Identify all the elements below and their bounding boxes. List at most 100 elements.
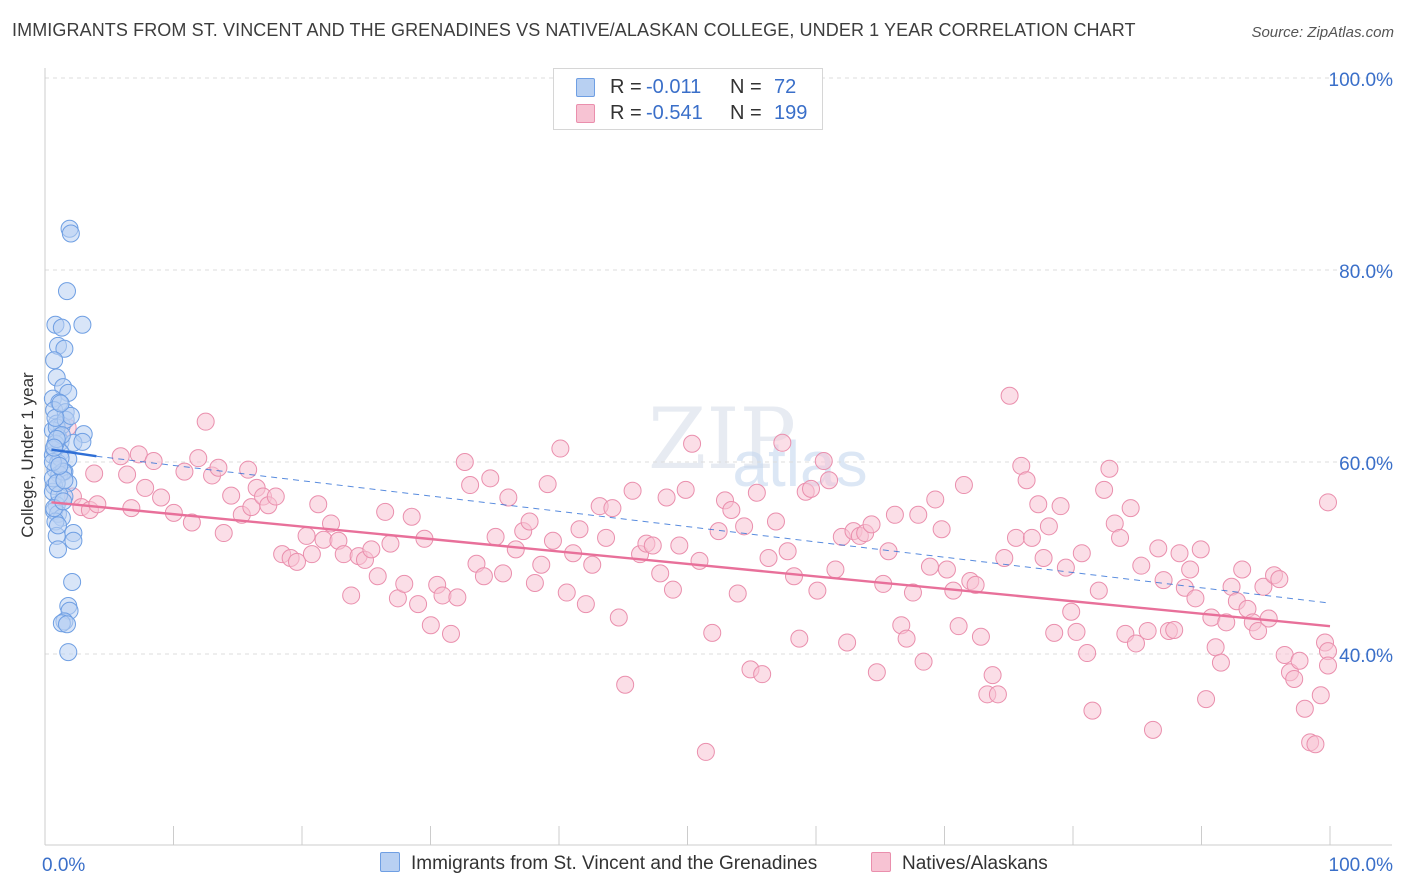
natives-point <box>111 447 130 466</box>
natives-point <box>1170 544 1189 563</box>
natives-point <box>1083 701 1102 720</box>
natives-point <box>1249 621 1268 640</box>
natives-point <box>1295 699 1314 718</box>
natives-point <box>995 549 1014 567</box>
immigrants-point <box>50 456 69 475</box>
natives-point <box>321 514 340 533</box>
natives-point <box>1143 720 1162 739</box>
natives-point <box>474 567 493 586</box>
natives-point <box>189 449 208 468</box>
natives-point <box>885 505 904 524</box>
immigrants-point <box>61 224 80 243</box>
natives-point <box>1126 634 1145 653</box>
natives-point <box>506 540 525 559</box>
immigrants-point <box>57 615 76 634</box>
natives-point <box>909 505 928 524</box>
natives-point <box>136 478 155 497</box>
bottom-legend-swatch-pink <box>871 852 891 872</box>
natives-point <box>766 512 785 531</box>
natives-point <box>525 573 544 592</box>
natives-point <box>520 512 539 531</box>
natives-point <box>773 433 792 452</box>
natives-point <box>802 479 821 498</box>
natives-point <box>222 486 241 505</box>
source-label: Source: ZipAtlas.com <box>1251 24 1394 41</box>
natives-point <box>1149 539 1168 558</box>
legend-swatch-blue <box>576 78 595 97</box>
natives-point <box>461 476 480 495</box>
natives-point <box>395 574 414 593</box>
natives-point <box>309 495 328 514</box>
natives-point <box>302 545 321 564</box>
immigrants-point <box>55 339 74 358</box>
natives-point <box>914 652 933 671</box>
immigrants-point <box>48 516 67 535</box>
natives-point <box>920 557 939 576</box>
natives-point <box>722 501 741 519</box>
bottom-legend-immigrants: Immigrants from St. Vincent and the Gren… <box>380 852 817 875</box>
legend-n-value: 199 <box>774 102 808 124</box>
natives-point <box>214 524 233 543</box>
natives-point <box>728 584 747 603</box>
legend-r-label: R = <box>610 76 642 98</box>
immigrants-point <box>73 315 92 334</box>
natives-point <box>862 515 881 534</box>
legend-r-value: -0.011 <box>646 76 702 98</box>
bottom-legend-natives: Natives/Alaskans <box>871 852 1048 875</box>
natives-point <box>1181 560 1200 579</box>
natives-point <box>1211 653 1230 672</box>
natives-point <box>696 742 715 761</box>
natives-point <box>903 583 922 602</box>
natives-point <box>1100 459 1119 478</box>
natives-point <box>735 517 754 536</box>
natives-trend-line <box>51 501 1331 628</box>
natives-point <box>838 633 857 652</box>
natives-point <box>583 555 602 574</box>
natives-point <box>144 452 163 471</box>
natives-point <box>983 666 1002 685</box>
immigrants-point <box>64 531 83 550</box>
natives-point <box>288 552 307 571</box>
natives-point <box>297 526 316 545</box>
natives-point <box>790 629 809 648</box>
natives-point <box>122 499 141 518</box>
natives-point <box>703 623 722 642</box>
natives-point <box>1197 690 1216 709</box>
natives-points <box>58 386 1337 761</box>
y-axis-label: College, Under 1 year <box>18 372 37 538</box>
natives-point <box>826 560 845 579</box>
natives-point <box>538 475 557 494</box>
natives-point <box>954 476 973 495</box>
natives-point <box>1206 638 1225 657</box>
natives-point <box>499 488 518 507</box>
natives-point <box>1154 571 1173 590</box>
natives-point <box>867 663 886 682</box>
natives-point <box>1045 623 1064 642</box>
y-tick-label: 100.0% <box>1329 70 1394 91</box>
natives-point <box>368 567 387 586</box>
natives-point <box>421 616 440 635</box>
natives-point <box>747 483 766 502</box>
y-tick-label: 40.0% <box>1339 646 1393 667</box>
natives-point <box>570 520 589 539</box>
natives-point <box>409 595 428 614</box>
legend-n-value: 72 <box>774 76 797 98</box>
natives-point <box>932 520 951 539</box>
natives-point <box>1022 528 1041 547</box>
natives-point <box>820 471 839 490</box>
natives-point <box>1034 549 1053 567</box>
natives-point <box>643 536 662 555</box>
x-tick-label-min: 0.0% <box>42 855 85 876</box>
natives-point <box>966 575 985 594</box>
tick-labels: 40.0% 60.0% 80.0% 100.0% 0.0% 100.0% <box>42 70 1393 876</box>
natives-point <box>557 583 576 602</box>
natives-point <box>1132 556 1151 575</box>
legend-r-value: -0.541 <box>646 102 703 124</box>
y-tick-label: 80.0% <box>1339 262 1393 283</box>
natives-point <box>937 560 956 579</box>
natives-point <box>85 464 104 483</box>
immigrants-points <box>43 219 93 662</box>
natives-point <box>1290 651 1309 670</box>
natives-point <box>1067 622 1086 641</box>
